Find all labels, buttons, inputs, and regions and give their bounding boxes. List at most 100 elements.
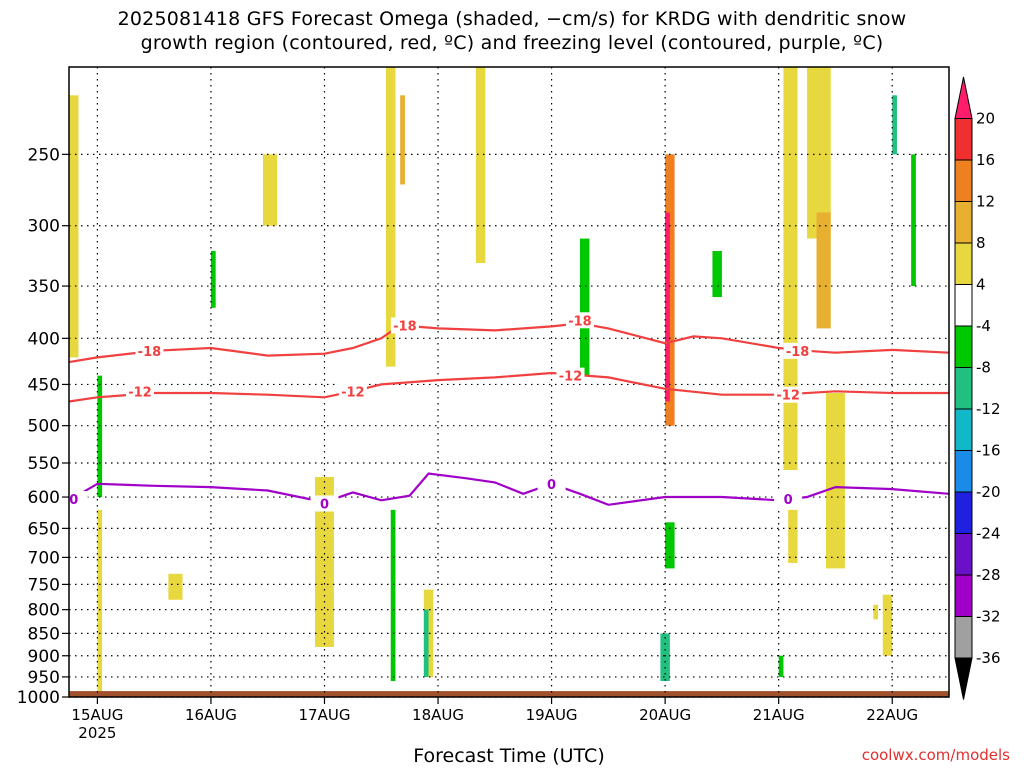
colorbar-swatch-6: [954, 325, 973, 368]
y-tick-label-400: 400: [28, 329, 60, 349]
omega-region-17: [882, 594, 893, 656]
colorbar-swatch-14: [954, 657, 973, 700]
contour-label-bg-2-0: [59, 490, 88, 507]
y-tick-label-650: 650: [28, 519, 60, 539]
colorbar-label-9: -20: [976, 483, 1001, 501]
colorbar-label-2: 12: [976, 193, 995, 211]
colorbar-swatch-8: [954, 408, 973, 451]
plot-frame: [68, 66, 950, 698]
colorbar-label-5: -4: [976, 317, 991, 335]
contour-line-0: [68, 322, 950, 364]
contour-line-2: [68, 472, 950, 506]
omega-region-24: [660, 633, 670, 682]
y-tick-label-850: 850: [28, 624, 60, 644]
omega-region-28: [911, 154, 916, 287]
x-tick-label-20AUG: 20AUG: [639, 706, 691, 724]
y-tick-label-700: 700: [28, 548, 60, 568]
colorbar-label-6: -8: [976, 359, 991, 377]
omega-region-3: [262, 154, 278, 226]
ground-layer: [69, 691, 949, 697]
omega-region-21: [423, 609, 429, 677]
contour-label-1-2: -12: [559, 370, 583, 385]
colorbar-label-8: -16: [976, 442, 1001, 460]
colorbar-swatch-11: [954, 533, 973, 576]
colorbar-label-3: 8: [976, 234, 986, 252]
y-tick-label-1000: 1000: [17, 688, 60, 708]
colorbar-swatch-10: [954, 491, 973, 534]
colorbar-label-12: -32: [976, 608, 1001, 626]
colorbar-label-0: 20: [976, 110, 995, 128]
y-tick-label-500: 500: [28, 417, 60, 437]
omega-region-27: [892, 95, 897, 155]
omega-region-23: [665, 522, 675, 569]
contour-label-0-0: -18: [138, 345, 162, 360]
omega-region-19: [210, 250, 216, 308]
colorbar-swatch-12: [954, 574, 973, 617]
contour-label-bg-0-1: [390, 317, 419, 334]
colorbar-swatch-9: [954, 450, 973, 493]
omega-region-11: [783, 67, 798, 471]
omega-region-10: [665, 212, 670, 402]
colorbar-swatch-1: [954, 118, 973, 161]
chart-title-line-2: growth region (contoured, red, ºC) and f…: [140, 32, 884, 54]
omega-region-20: [390, 509, 396, 682]
y-tick-label-600: 600: [28, 488, 60, 508]
x-tick-label-15AUG: 15AUG: [71, 706, 123, 724]
omega-region-13: [807, 67, 831, 239]
contour-label-bg-1-0: [125, 383, 154, 400]
contour-label-bg-0-0: [135, 342, 164, 359]
y-tick-label-250: 250: [28, 145, 60, 165]
omega-region-25: [712, 250, 722, 298]
y-tick-label-800: 800: [28, 601, 60, 621]
x-tick-sublabel-15AUG: 2025: [78, 724, 116, 742]
contour-label-0-3: -18: [786, 345, 810, 360]
colorbar-swatch-4: [954, 242, 973, 285]
colorbar-label-11: -28: [976, 566, 1001, 584]
omega-region-0: [97, 509, 103, 692]
contour-label-0-1: -18: [393, 319, 417, 334]
colorbar-swatch-13: [954, 616, 973, 659]
contour-label-1-0: -12: [128, 385, 152, 400]
omega-region-8: [475, 67, 486, 264]
x-tick-label-19AUG: 19AUG: [526, 706, 578, 724]
contour-layer: -18 -18 -18 -18 -12 -12 -12 -12 0 0 0 0: [59, 312, 950, 513]
x-tick-label-18AUG: 18AUG: [412, 706, 464, 724]
colorbar-label-7: -12: [976, 400, 1001, 418]
omega-region-1: [69, 95, 79, 358]
y-tick-label-750: 750: [28, 575, 60, 595]
colorbar-label-13: -36: [976, 649, 1001, 667]
contour-label-bg-0-3: [783, 342, 812, 359]
contour-label-1-1: -12: [341, 385, 365, 400]
omega-region-4: [315, 476, 334, 647]
omega-region-6: [400, 95, 405, 185]
credit-link[interactable]: coolwx.com/models: [861, 746, 1010, 764]
contour-label-2-3: 0: [784, 493, 793, 508]
x-tick-label-17AUG: 17AUG: [299, 706, 351, 724]
colorbar-swatch-7: [954, 367, 973, 410]
x-tick-label-22AUG: 22AUG: [866, 706, 918, 724]
contour-label-2-0: 0: [69, 493, 78, 508]
omega-region-26: [778, 655, 784, 677]
y-tick-label-900: 900: [28, 647, 60, 667]
y-tick-label-300: 300: [28, 217, 60, 237]
y-tick-label-950: 950: [28, 668, 60, 688]
contour-label-2-1: 0: [320, 498, 329, 513]
x-axis-label: Forecast Time (UTC): [413, 745, 605, 767]
omega-region-14: [816, 212, 831, 329]
omega-region-18: [97, 375, 103, 498]
omega-shading-layer: [69, 67, 916, 692]
omega-region-22: [579, 238, 590, 376]
y-tick-label-550: 550: [28, 454, 60, 474]
colorbar-label-4: 4: [976, 276, 986, 294]
contour-label-bg-2-1: [310, 495, 339, 512]
colorbar-swatch-2: [954, 159, 973, 202]
colorbar-label-1: 16: [976, 151, 995, 169]
contour-label-bg-1-1: [338, 383, 367, 400]
contour-label-0-2: -18: [568, 314, 592, 329]
contour-label-bg-0-2: [565, 312, 594, 329]
omega-region-2: [168, 573, 183, 600]
omega-region-16: [873, 604, 879, 620]
